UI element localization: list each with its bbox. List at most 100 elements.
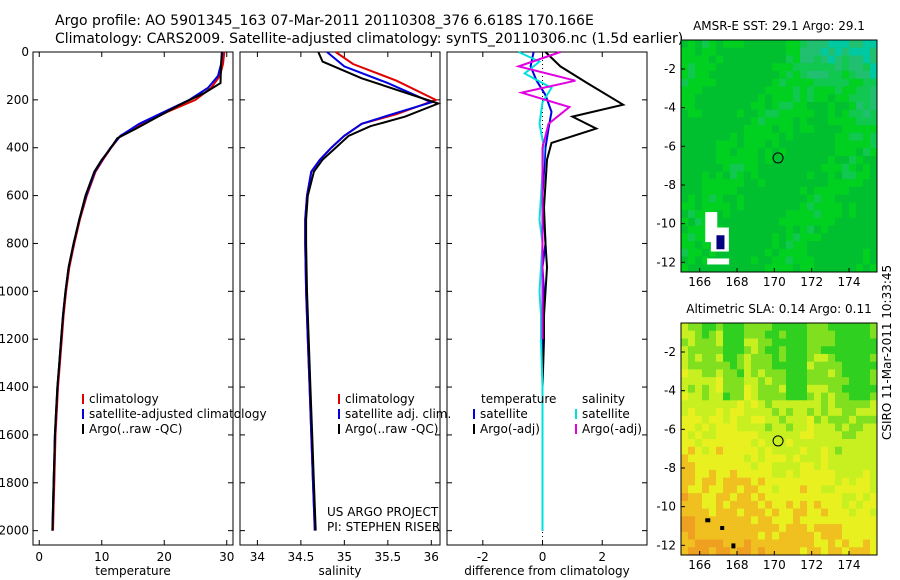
heatmap-cell: [856, 256, 864, 265]
heatmap-cell: [709, 508, 717, 517]
heatmap-cell: [849, 423, 857, 432]
heatmap-cell: [842, 338, 850, 347]
x-tick-label: 30: [219, 550, 234, 564]
y-tick-label: 1800: [0, 476, 29, 490]
heatmap-cell: [730, 217, 738, 226]
heatmap-cell: [772, 248, 780, 257]
heatmap-cell: [814, 194, 822, 203]
heatmap-cell: [828, 323, 836, 332]
heatmap-cell: [723, 140, 731, 149]
heatmap-cell: [800, 233, 808, 242]
heatmap-cell: [842, 125, 850, 134]
heatmap-cell: [758, 415, 766, 424]
heatmap-cell: [870, 454, 878, 463]
heatmap-cell: [744, 163, 752, 172]
heatmap-cell: [716, 101, 724, 110]
heatmap-cell: [779, 392, 787, 401]
heatmap-cell: [870, 55, 878, 64]
heatmap-cell: [849, 264, 857, 273]
heatmap-cell: [709, 454, 717, 463]
heatmap-cell: [821, 477, 829, 486]
heatmap-cell: [702, 70, 710, 80]
heatmap-cell: [765, 156, 773, 165]
heatmap-cell: [863, 140, 871, 149]
heatmap-cell: [800, 78, 808, 87]
heatmap-cell: [821, 171, 829, 180]
heatmap-cell: [765, 148, 773, 157]
heatmap-cell: [702, 194, 710, 203]
heatmap-cell: [751, 400, 759, 409]
heatmap-cell: [821, 210, 829, 219]
heatmap-cell: [765, 117, 773, 126]
heatmap-cell: [786, 431, 794, 440]
series-line-2-3: [305, 51, 442, 531]
heatmap-cell: [772, 256, 780, 265]
heatmap-cell: [856, 415, 864, 424]
heatmap-cell: [688, 194, 696, 203]
heatmap-cell: [835, 524, 843, 533]
heatmap-cell: [842, 392, 850, 401]
legend-diff-temperature-heading: temperature: [481, 392, 556, 406]
heatmap-cell: [828, 369, 836, 378]
heatmap-cell: [786, 493, 794, 502]
heatmap-cell: [800, 508, 808, 517]
heatmap-cell: [723, 94, 731, 103]
y-tick-label: 200: [6, 93, 29, 107]
heatmap-cell: [779, 148, 787, 157]
heatmap-cell: [793, 47, 801, 56]
heatmap-cell: [772, 469, 780, 479]
heatmap-cell: [849, 70, 857, 80]
heatmap-cell: [737, 346, 745, 355]
heatmap-cell: [800, 225, 808, 234]
heatmap-cell: [709, 346, 717, 355]
heatmap-cell: [786, 361, 794, 370]
heatmap-cell: [786, 384, 794, 393]
heatmap-cell: [737, 148, 745, 157]
heatmap-cell: [793, 384, 801, 393]
heatmap-cell: [870, 140, 878, 149]
heatmap-cell: [856, 233, 864, 242]
heatmap-cell: [737, 55, 745, 64]
x-tick-label: 34.5: [288, 550, 315, 564]
heatmap-cell: [681, 400, 689, 409]
heatmap-cell: [681, 330, 689, 339]
heatmap-cell: [758, 392, 766, 401]
heatmap-cell: [807, 47, 815, 56]
heatmap-cell: [800, 194, 808, 203]
heatmap-cell: [695, 248, 703, 257]
heatmap-cell: [765, 163, 773, 172]
heatmap-cell: [765, 125, 773, 134]
heatmap-cell: [842, 423, 850, 432]
heatmap-cell: [821, 125, 829, 134]
heatmap-cell: [807, 377, 815, 386]
heatmap-cell: [688, 477, 696, 486]
heatmap-cell: [863, 346, 871, 355]
heatmap-cell: [786, 109, 794, 118]
heatmap-cell: [807, 94, 815, 103]
heatmap-cell: [765, 330, 773, 339]
heatmap-cell: [821, 547, 829, 556]
heatmap-cell: [835, 539, 843, 548]
heatmap-cell: [842, 210, 850, 219]
heatmap-cell: [765, 423, 773, 432]
heatmap-cell: [688, 140, 696, 149]
heatmap-cell: [723, 186, 731, 196]
heatmap-cell: [751, 94, 759, 103]
heatmap-cell: [765, 233, 773, 242]
map-x-tick-label: 172: [800, 275, 823, 289]
heatmap-cell: [800, 493, 808, 502]
heatmap-cell: [800, 47, 808, 56]
heatmap-cell: [793, 462, 801, 471]
heatmap-cell: [863, 353, 871, 363]
heatmap-cell: [821, 323, 829, 332]
heatmap-cell: [681, 469, 689, 479]
heatmap-cell: [681, 516, 689, 525]
heatmap-cell: [744, 346, 752, 355]
heatmap-cell: [723, 101, 731, 110]
heatmap-cell: [814, 485, 822, 494]
heatmap-cell: [835, 369, 843, 378]
island-marker: [731, 543, 736, 549]
heatmap-cell: [786, 264, 794, 273]
heatmap-cell: [716, 264, 724, 273]
heatmap-cell: [793, 539, 801, 548]
